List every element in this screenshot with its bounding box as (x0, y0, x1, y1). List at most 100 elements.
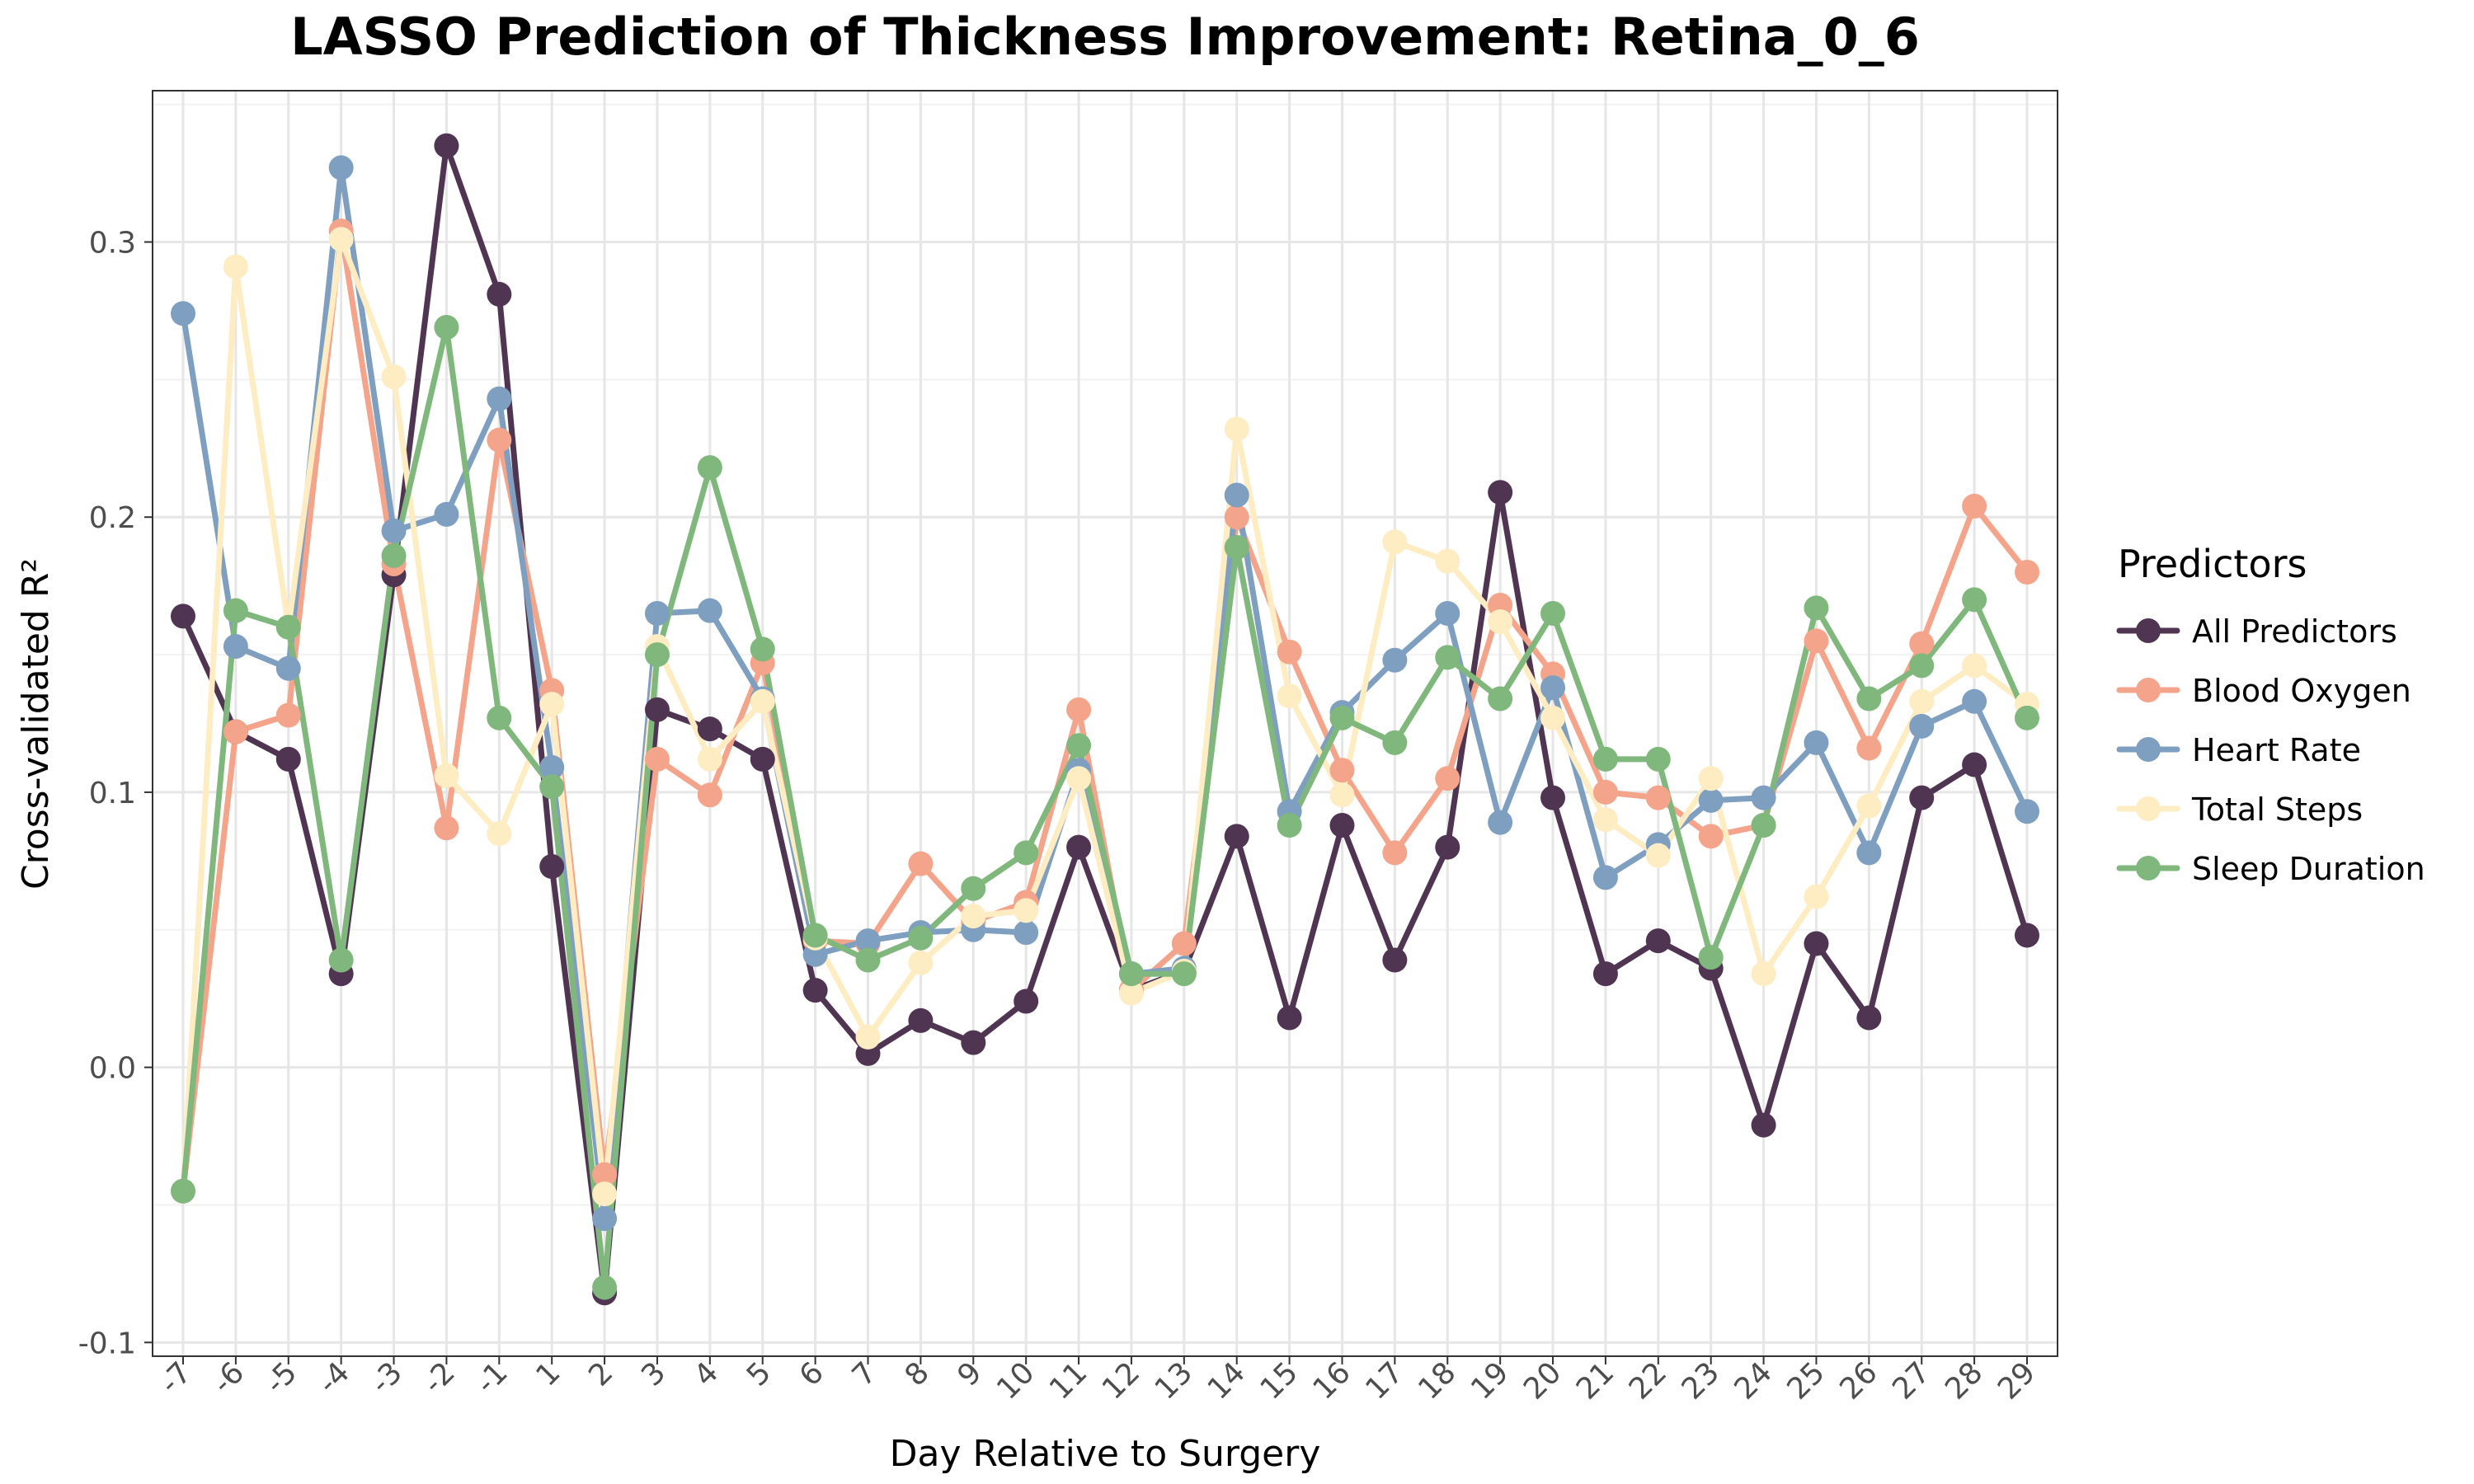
x-tick-label: 9 (951, 1355, 988, 1392)
data-point (382, 364, 407, 389)
data-point (1593, 747, 1618, 772)
data-point (434, 315, 459, 340)
data-point (1962, 494, 1987, 519)
data-point (856, 1025, 881, 1050)
x-tick-label: 7 (846, 1355, 883, 1392)
data-point (1066, 835, 1091, 860)
x-tick-label: -7 (153, 1355, 198, 1400)
legend-label: Total Steps (2191, 791, 2363, 828)
x-tick-label: 12 (1096, 1355, 1146, 1406)
data-point (1804, 931, 1828, 956)
data-point (2015, 560, 2039, 585)
data-point (1488, 810, 1512, 835)
x-tick-label: 25 (1780, 1355, 1831, 1406)
data-point (1804, 730, 1828, 755)
data-point (1488, 686, 1512, 711)
data-point (1752, 813, 1776, 838)
legend-label: Blood Oxygen (2192, 673, 2411, 709)
data-point (539, 854, 564, 879)
legend-key-point (2136, 678, 2161, 702)
data-point (1909, 714, 1934, 739)
data-point (908, 852, 933, 876)
data-point (1066, 766, 1091, 791)
data-point (698, 782, 722, 807)
data-point (276, 747, 301, 772)
data-point (1909, 653, 1934, 678)
data-point (1382, 648, 1407, 673)
data-point (223, 255, 248, 279)
data-point (803, 923, 828, 947)
data-point (1646, 786, 1671, 810)
data-point (961, 1031, 985, 1055)
data-point (1382, 730, 1407, 755)
data-point (1646, 747, 1671, 772)
data-point (539, 774, 564, 799)
data-point (1804, 595, 1828, 620)
data-point (1435, 549, 1460, 574)
x-tick-label: 14 (1202, 1355, 1252, 1406)
legend-label: Heart Rate (2192, 732, 2361, 768)
data-point (1856, 840, 1881, 865)
data-point (329, 947, 354, 972)
data-point (1014, 920, 1038, 945)
x-tick-label: 11 (1043, 1355, 1094, 1406)
data-point (1593, 961, 1618, 986)
legend-label: Sleep Duration (2192, 851, 2425, 887)
y-tick-label: 0.1 (89, 777, 136, 810)
data-point (592, 1275, 617, 1300)
data-point (645, 642, 670, 667)
data-point (1540, 706, 1565, 730)
x-tick-label: 17 (1359, 1355, 1409, 1406)
data-point (1909, 689, 1934, 714)
data-point (276, 702, 301, 727)
data-point (1382, 529, 1407, 554)
x-tick-label: 24 (1729, 1355, 1779, 1406)
data-point (487, 706, 511, 730)
data-point (1909, 786, 1934, 810)
x-tick-label: -4 (312, 1355, 356, 1400)
y-tick-label: 0.3 (89, 227, 136, 261)
data-point (487, 387, 511, 411)
data-point (1646, 928, 1671, 953)
x-tick-label: -6 (206, 1355, 251, 1400)
data-point (908, 1008, 933, 1033)
data-point (382, 543, 407, 568)
data-point (1856, 686, 1881, 711)
data-point (1277, 813, 1302, 838)
data-point (698, 716, 722, 741)
x-tick-label: 26 (1833, 1355, 1884, 1406)
data-point (382, 519, 407, 543)
data-point (592, 1206, 617, 1231)
data-point (1172, 931, 1197, 956)
x-axis-title: Day Relative to Surgery (890, 1433, 1321, 1475)
data-point (698, 455, 722, 480)
data-point (1804, 628, 1828, 653)
x-tick-label: 15 (1254, 1355, 1305, 1406)
data-point (1699, 945, 1724, 970)
data-point (434, 502, 459, 527)
x-tick-label: -2 (416, 1355, 461, 1400)
data-point (1329, 706, 1354, 730)
data-point (1066, 697, 1091, 722)
y-axis-title: Cross-validated R² (15, 558, 57, 890)
data-point (1225, 416, 1249, 441)
data-point (698, 599, 722, 623)
data-point (329, 155, 354, 180)
data-point (434, 815, 459, 840)
data-point (539, 692, 564, 716)
data-point (1014, 898, 1038, 923)
data-point (1382, 947, 1407, 972)
legend-label: All Predictors (2192, 613, 2397, 650)
legend-key-point (2136, 737, 2161, 762)
data-point (908, 926, 933, 951)
data-point (1804, 885, 1828, 909)
data-point (1856, 736, 1881, 761)
data-point (487, 282, 511, 307)
data-point (223, 720, 248, 744)
data-point (276, 656, 301, 681)
y-tick-label: 0.2 (89, 501, 136, 535)
data-point (171, 603, 195, 628)
chart-title: LASSO Prediction of Thickness Improvemen… (290, 7, 1920, 67)
data-point (1382, 840, 1407, 865)
data-point (1329, 758, 1354, 782)
